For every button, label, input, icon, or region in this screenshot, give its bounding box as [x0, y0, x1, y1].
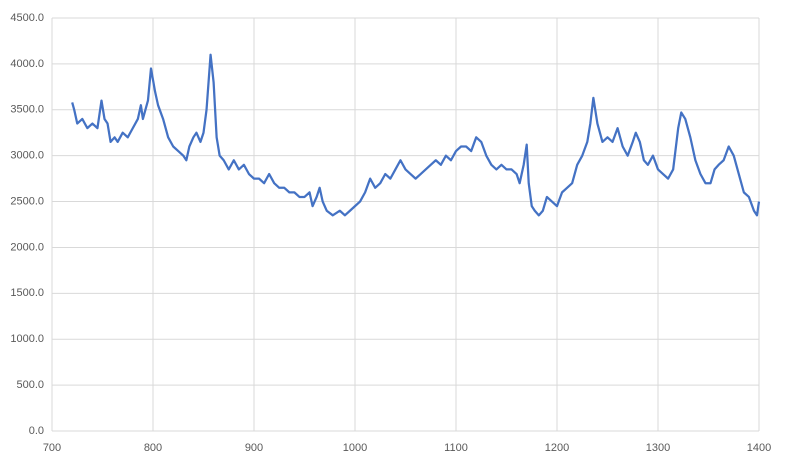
x-tick-label: 1300 [646, 442, 670, 454]
x-tick-label: 1200 [545, 442, 569, 454]
x-tick-label: 900 [245, 442, 263, 454]
y-tick-label: 3000.0 [10, 150, 44, 162]
y-tick-label: 2500.0 [10, 195, 44, 207]
y-tick-label: 1000.0 [10, 333, 44, 345]
x-tick-label: 1100 [444, 442, 468, 454]
y-tick-label: 2000.0 [10, 241, 44, 253]
y-tick-label: 500.0 [16, 379, 44, 391]
y-tick-label: 4500.0 [10, 12, 44, 24]
x-tick-label: 800 [144, 442, 162, 454]
y-tick-label: 0.0 [29, 425, 44, 437]
y-tick-label: 4000.0 [10, 58, 44, 70]
data-line [71, 53, 761, 217]
x-tick-label: 700 [43, 442, 61, 454]
x-tick-label: 1000 [343, 442, 367, 454]
x-tick-label: 1400 [747, 442, 771, 454]
y-tick-label: 3500.0 [10, 104, 44, 116]
y-tick-label: 1500.0 [10, 287, 44, 299]
